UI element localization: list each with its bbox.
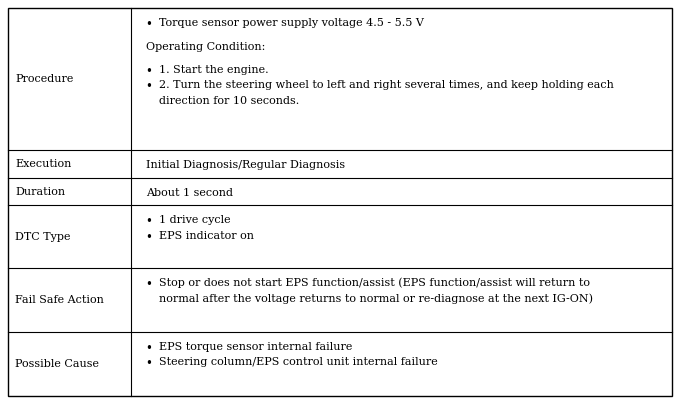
- Text: •: •: [146, 231, 152, 244]
- Text: Duration: Duration: [15, 187, 65, 196]
- Text: •: •: [146, 278, 152, 290]
- Text: Operating Condition:: Operating Condition:: [146, 42, 265, 51]
- Text: 1 drive cycle: 1 drive cycle: [159, 215, 231, 225]
- Text: •: •: [146, 80, 152, 93]
- Text: Procedure: Procedure: [15, 74, 73, 84]
- Text: Steering column/EPS control unit internal failure: Steering column/EPS control unit interna…: [159, 357, 438, 367]
- Text: Possible Cause: Possible Cause: [15, 359, 99, 369]
- Text: normal after the voltage returns to normal or re-diagnose at the next IG-ON): normal after the voltage returns to norm…: [159, 293, 593, 304]
- Text: direction for 10 seconds.: direction for 10 seconds.: [159, 96, 299, 106]
- Text: DTC Type: DTC Type: [15, 231, 71, 242]
- Text: Stop or does not start EPS function/assist (EPS function/assist will return to: Stop or does not start EPS function/assi…: [159, 278, 590, 288]
- Text: •: •: [146, 342, 152, 355]
- Text: Fail Safe Action: Fail Safe Action: [15, 295, 104, 305]
- Text: 1. Start the engine.: 1. Start the engine.: [159, 65, 269, 75]
- Text: About 1 second: About 1 second: [146, 187, 233, 198]
- Text: EPS torque sensor internal failure: EPS torque sensor internal failure: [159, 342, 352, 351]
- Text: •: •: [146, 18, 152, 31]
- Text: EPS indicator on: EPS indicator on: [159, 231, 254, 241]
- Text: Torque sensor power supply voltage 4.5 - 5.5 V: Torque sensor power supply voltage 4.5 -…: [159, 18, 424, 28]
- Text: Initial Diagnosis/Regular Diagnosis: Initial Diagnosis/Regular Diagnosis: [146, 160, 345, 170]
- Text: •: •: [146, 357, 152, 370]
- Text: •: •: [146, 65, 152, 78]
- Text: Execution: Execution: [15, 159, 71, 168]
- Text: 2. Turn the steering wheel to left and right several times, and keep holding eac: 2. Turn the steering wheel to left and r…: [159, 80, 614, 90]
- Text: •: •: [146, 215, 152, 229]
